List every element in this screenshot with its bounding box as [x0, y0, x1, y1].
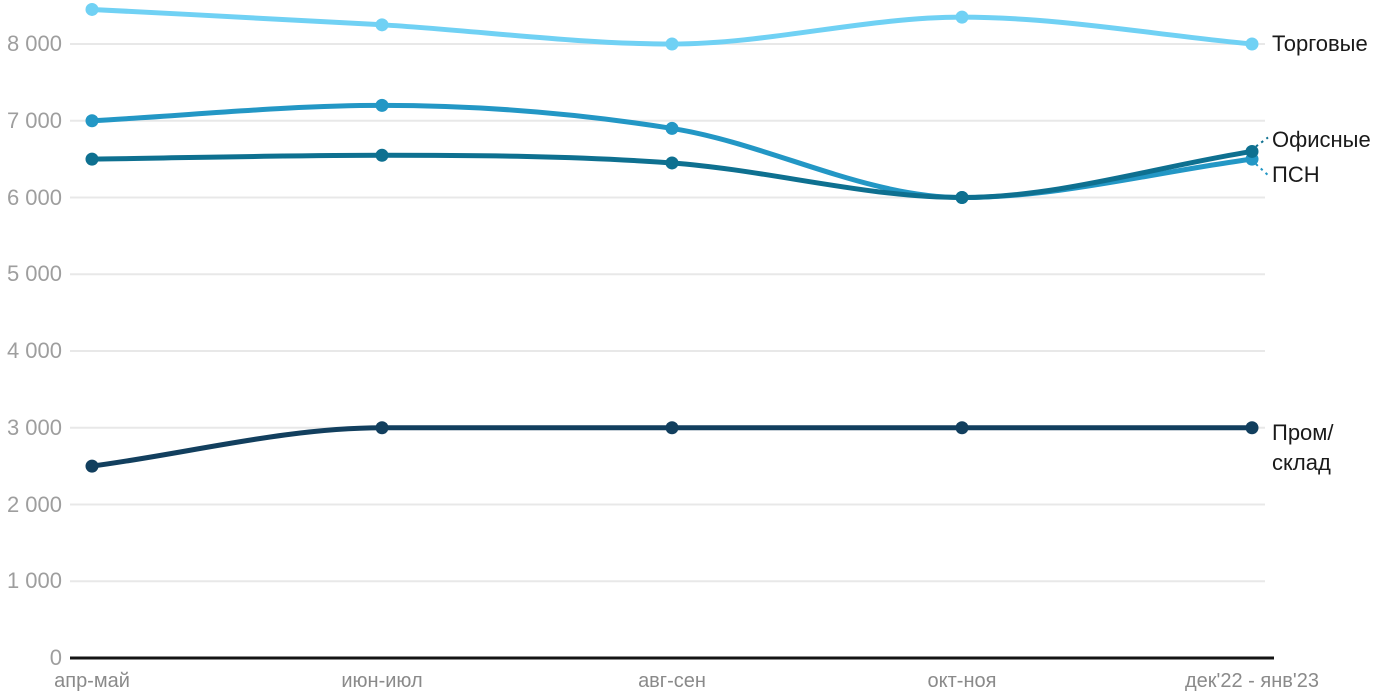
x-tick-label: апр-май: [54, 670, 130, 692]
y-tick-label: 4 000: [6, 338, 62, 363]
series-label-psn: ПСН: [1272, 162, 1320, 188]
y-tick-label: 3 000: [6, 414, 62, 440]
series-label-office: Офисные: [1272, 127, 1371, 153]
series-point-retail-3: [955, 10, 969, 24]
y-tick-label: 6 000: [6, 184, 62, 210]
series-label-industrial: Пром/склад: [1272, 419, 1334, 475]
x-tick-label: дек'22 - янв'23: [1185, 670, 1319, 692]
series-point-office-1: [375, 148, 389, 162]
series-point-industrial-0: [85, 459, 99, 473]
series-point-industrial-1: [375, 421, 389, 435]
leader-line-psn: [1255, 163, 1269, 176]
x-tick-label: авг-сен: [638, 670, 706, 692]
series-point-retail-0: [85, 2, 99, 16]
x-tick-label: окт-ноя: [927, 670, 997, 692]
series-point-psn-2: [665, 121, 679, 135]
y-tick-label: 2 000: [6, 491, 62, 517]
series-point-office-4: [1245, 144, 1259, 158]
series-point-retail-4: [1245, 37, 1259, 51]
series-point-retail-1: [375, 18, 389, 32]
y-tick-label: 5 000: [6, 261, 62, 287]
y-tick-label: 0: [49, 645, 62, 670]
series-point-office-0: [85, 152, 99, 166]
y-tick-label: 1 000: [6, 568, 62, 594]
series-point-retail-2: [665, 37, 679, 51]
leader-line-office: [1255, 136, 1269, 148]
series-point-psn-0: [85, 114, 99, 128]
y-tick-label: 7 000: [6, 107, 62, 133]
y-tick-label: 8 000: [6, 31, 62, 56]
series-point-industrial-3: [955, 421, 969, 435]
x-tick-label: июн-июл: [341, 670, 423, 692]
series-point-psn-1: [375, 98, 389, 112]
series-label-retail: Торговые: [1272, 31, 1368, 56]
series-point-office-3: [955, 191, 969, 204]
series-point-industrial-4: [1245, 421, 1259, 435]
series-point-industrial-2: [665, 421, 679, 435]
series-point-office-2: [665, 156, 679, 170]
